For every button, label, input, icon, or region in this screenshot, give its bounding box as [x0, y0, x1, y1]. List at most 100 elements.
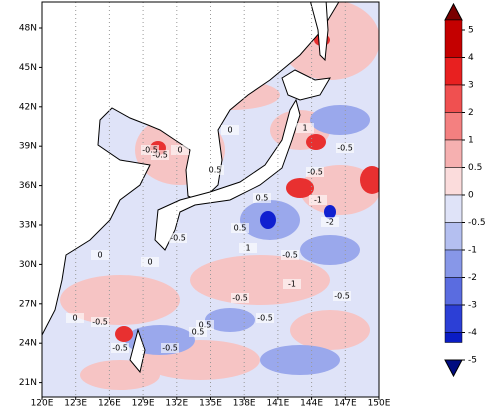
contour-label-bg — [231, 293, 249, 303]
contour-label: 0.5 — [256, 194, 269, 203]
lat-label: 36N — [19, 181, 37, 191]
lon-label: 150E — [368, 399, 391, 409]
colorbar-box — [444, 304, 463, 333]
contour-label: -1 — [314, 196, 322, 205]
contour-label-bg — [141, 257, 159, 267]
lon-label: 135E — [199, 399, 222, 409]
colorbar-label: 0 — [468, 191, 474, 201]
lat-label: 48N — [19, 24, 37, 34]
lat-label: 27N — [19, 299, 37, 309]
colorbar-label: -5 — [468, 356, 477, 366]
contour-label: 0 — [227, 126, 232, 135]
lat-label: 30N — [19, 260, 37, 270]
lon-label: 138E — [233, 399, 256, 409]
contour-label-bg — [91, 317, 109, 327]
contour-label-bg — [151, 150, 169, 160]
colorbar-label: 1 — [468, 136, 474, 146]
contour-label: 1 — [302, 124, 307, 133]
contour-label-bg — [306, 167, 324, 177]
contour-labels: -0.5 0 0.5 -0.5 1 0 -0.5 0.5 -1 0.5 -0.5 -1 -2 1 -0.5 0… — [66, 123, 354, 353]
colorbar-label: -1 — [468, 246, 477, 256]
lon-label: 120E — [31, 399, 54, 409]
colorbar-label: 5 — [468, 26, 474, 36]
colorbar-label: -2 — [468, 273, 477, 283]
lat-label: 42N — [19, 102, 37, 112]
contour-label: -0.5 — [152, 151, 168, 160]
lat-label: 45N — [19, 63, 37, 73]
contour-label-bg — [336, 143, 354, 153]
contour-label-bg — [189, 327, 207, 337]
colorbar-label: 2 — [468, 108, 474, 118]
contour-label-bg — [111, 343, 129, 353]
contour-label: 1 — [245, 244, 250, 253]
contour-label-bg — [66, 313, 84, 323]
colorbar-label: 3 — [468, 81, 474, 91]
contour-label: -0.5 — [162, 344, 178, 353]
lon-label: 147E — [334, 399, 357, 409]
lon-label: 144E — [300, 399, 323, 409]
contour-label: -0.5 — [307, 168, 323, 177]
colorbar-box — [444, 112, 463, 141]
contour-label: 0 — [72, 314, 77, 323]
colorbar-box — [444, 332, 463, 343]
contour-label: 0.5 — [234, 224, 247, 233]
colorbar-label: -4 — [468, 328, 477, 338]
lon-label: 126E — [98, 399, 121, 409]
lon-label: 123E — [64, 399, 87, 409]
contour-label: -0.5 — [112, 344, 128, 353]
colorbar: 5 4 3 2 1 0.5 0 -0.5 -1 -2 -3 -4 -5 — [444, 2, 486, 378]
contour-label: -0.5 — [232, 294, 248, 303]
contour-label-bg — [196, 320, 214, 330]
contour-label: 0.5 — [209, 166, 222, 175]
contour-label: 0.5 — [192, 328, 205, 337]
colorbar-label: 4 — [468, 53, 474, 63]
contour-label-bg — [169, 233, 187, 243]
contour-label: 0.5 — [199, 321, 212, 330]
contour-label-bg — [91, 250, 109, 260]
contour-label-bg — [256, 313, 274, 323]
colorbar-box — [444, 84, 463, 113]
contour-label: -2 — [326, 218, 334, 227]
contour-label: -0.5 — [337, 144, 353, 153]
strong-negative — [260, 205, 336, 229]
colorbar-triangle — [444, 2, 463, 21]
colorbar-label: 0.5 — [468, 163, 482, 173]
colorbar-box — [444, 222, 463, 251]
colorbar-box — [444, 19, 463, 58]
lat-label: 39N — [19, 142, 37, 152]
contour-label-bg — [171, 145, 189, 155]
colorbar-label: -3 — [468, 301, 477, 311]
contour-label: -0.5 — [142, 146, 158, 155]
map-field: -0.5 0 0.5 -0.5 1 0 -0.5 0.5 -1 0.5 -0.5 -1 -2 1 -0.5 0… — [42, 2, 379, 397]
colorbar-box — [444, 167, 463, 196]
contour-label-bg — [321, 217, 339, 227]
colorbar-box — [444, 277, 463, 306]
contour-label: -0.5 — [334, 292, 350, 301]
lat-label: 24N — [19, 339, 37, 349]
contour-label: 0 — [147, 258, 152, 267]
colorbar-box — [444, 139, 463, 168]
lat-label: 21N — [19, 378, 37, 388]
lon-label: 141E — [266, 399, 289, 409]
contour-label-bg — [281, 250, 299, 260]
lon-label: 132E — [165, 399, 188, 409]
colorbar-box — [444, 57, 463, 86]
contour-label-bg — [221, 125, 239, 135]
contour-label-bg — [283, 279, 301, 289]
colorbar-label: -0.5 — [468, 218, 486, 228]
lat-label: 33N — [19, 221, 37, 231]
contour-label: 0 — [97, 251, 102, 260]
contour-label-bg — [206, 165, 224, 175]
contour-label-bg — [309, 195, 327, 205]
lon-label: 129E — [132, 399, 155, 409]
contour-label-bg — [161, 343, 179, 353]
colorbar-triangle — [444, 359, 463, 378]
contour-label: -0.5 — [170, 234, 186, 243]
axes: 120E 123E 126E 129E 132E 135E 138E 141E 144E 147E… — [19, 24, 391, 409]
contour-label-bg — [239, 243, 257, 253]
contour-label: -0.5 — [92, 318, 108, 327]
contour-label-bg — [333, 291, 351, 301]
contour-label: -1 — [288, 280, 296, 289]
